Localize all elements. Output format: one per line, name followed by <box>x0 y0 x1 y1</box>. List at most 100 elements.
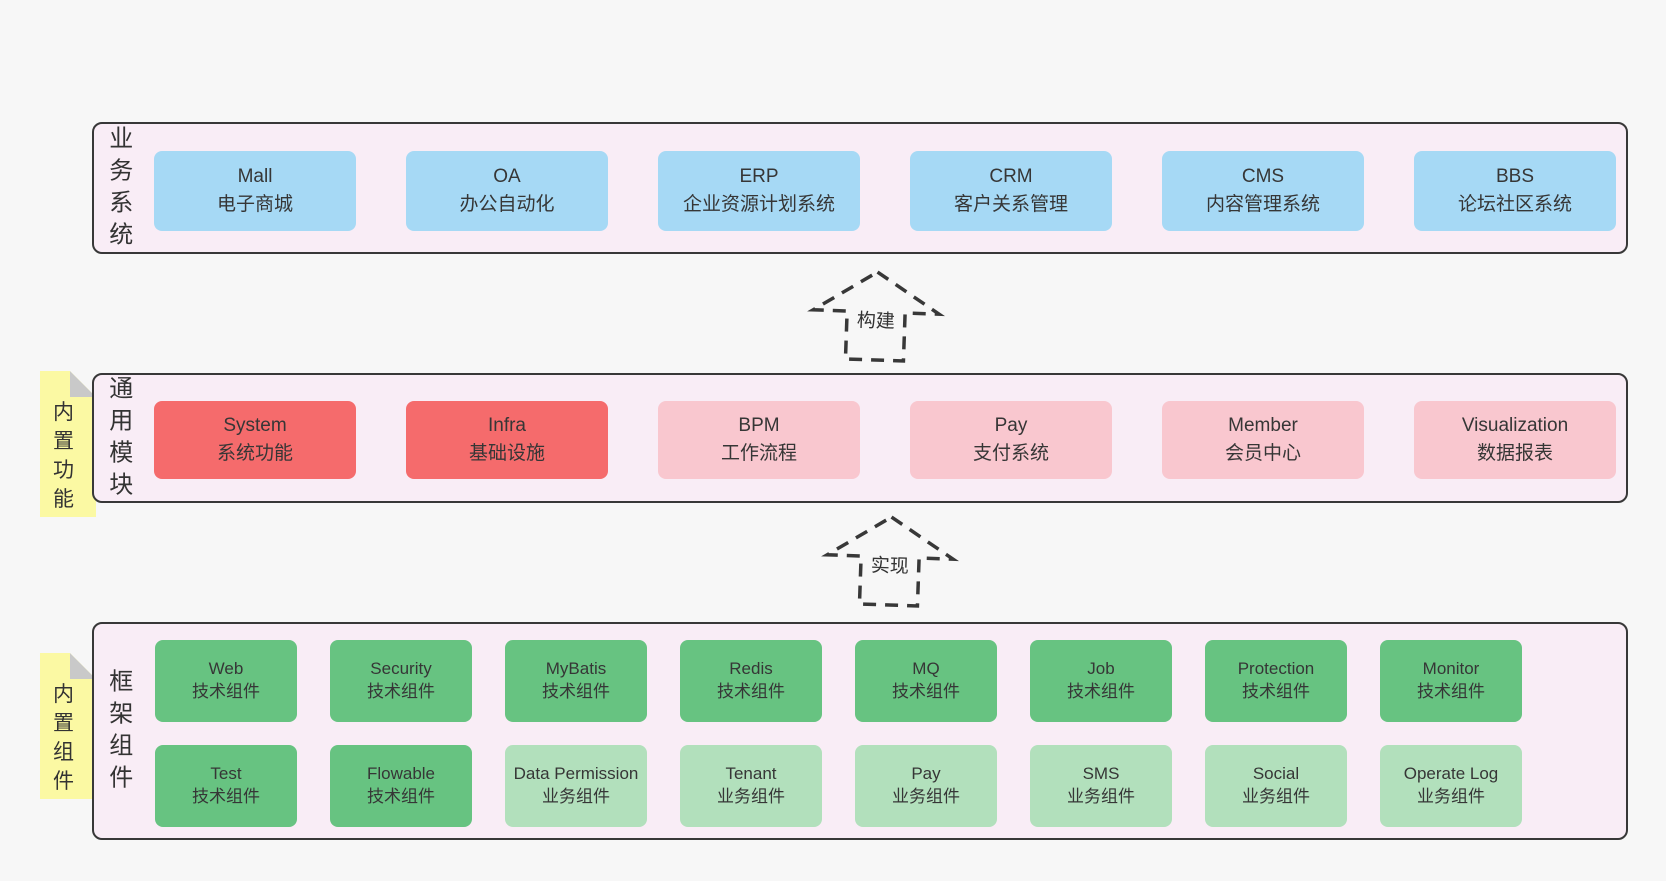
box-title: Web <box>208 659 244 679</box>
box-title: CRM <box>989 166 1033 188</box>
box-title: Social <box>1252 764 1300 784</box>
box-erp: ERP 企业资源计划系统 <box>658 151 860 231</box>
box-visualization: Visualization 数据报表 <box>1414 401 1616 479</box>
box-sms: SMS 业务组件 <box>1030 745 1172 827</box>
box-protection: Protection 技术组件 <box>1205 640 1347 722</box>
folded-corner-icon <box>70 371 96 397</box>
box-title: Monitor <box>1422 659 1480 679</box>
arrow-implement: 实现 <box>813 510 966 610</box>
box-mall: Mall 电子商城 <box>154 151 356 231</box>
box-title: Flowable <box>366 764 436 784</box>
sticky-label: 内置功能 <box>53 401 75 511</box>
box-redis: Redis 技术组件 <box>680 640 822 722</box>
box-flowable: Flowable 技术组件 <box>330 745 472 827</box>
box-subtitle: 技术组件 <box>367 682 435 701</box>
box-subtitle: 业务组件 <box>717 787 785 806</box>
box-subtitle: 数据报表 <box>1476 443 1553 464</box>
box-subtitle: 系统功能 <box>216 443 293 464</box>
box-title: Visualization <box>1461 415 1569 437</box>
box-web: Web 技术组件 <box>155 640 297 722</box>
box-subtitle: 业务组件 <box>892 787 960 806</box>
box-title: Operate Log <box>1403 764 1499 784</box>
box-title: Security <box>370 659 432 679</box>
box-subtitle: 工作流程 <box>720 443 797 464</box>
band-label: 业务系统 <box>109 125 134 250</box>
box-title: Data Permission <box>513 764 639 784</box>
box-title: Member <box>1228 415 1298 437</box>
box-operate-log: Operate Log 业务组件 <box>1380 745 1522 827</box>
folded-corner-icon <box>70 653 96 679</box>
band-label: 框架组件 <box>109 668 134 793</box>
box-title: Pay <box>911 764 941 784</box>
box-social: Social 业务组件 <box>1205 745 1347 827</box>
box-subtitle: 论坛社区系统 <box>1457 194 1572 215</box>
dashed-up-arrow-icon <box>821 514 960 608</box>
box-subtitle: 业务组件 <box>1417 787 1485 806</box>
box-title: MQ <box>912 659 940 679</box>
sticky-label: 内置组件 <box>53 683 75 793</box>
box-data-permission: Data Permission 业务组件 <box>505 745 647 827</box>
box-subtitle: 技术组件 <box>1067 682 1135 701</box>
box-subtitle: 技术组件 <box>717 682 785 701</box>
box-mybatis: MyBatis 技术组件 <box>505 640 647 722</box>
arrow-label: 实现 <box>866 548 914 581</box>
box-cms: CMS 内容管理系统 <box>1162 151 1364 231</box>
box-job: Job 技术组件 <box>1030 640 1172 722</box>
box-title: BBS <box>1495 166 1535 188</box>
box-subtitle: 会员中心 <box>1224 443 1301 464</box>
dashed-up-arrow-icon <box>807 269 946 363</box>
box-title: Tenant <box>725 764 777 784</box>
box-title: Protection <box>1237 659 1315 679</box>
box-infra: Infra 基础设施 <box>406 401 608 479</box>
band-common-modules: 通用模块 System 系统功能 Infra 基础设施 BPM 工作流程 Pay… <box>92 373 1628 503</box>
box-subtitle: 业务组件 <box>1067 787 1135 806</box>
box-subtitle: 技术组件 <box>367 787 435 806</box>
band-label: 通用模块 <box>109 375 134 500</box>
box-title: OA <box>493 166 521 188</box>
box-bpm: BPM 工作流程 <box>658 401 860 479</box>
box-title: Mall <box>237 166 273 188</box>
band-business-systems: 业务系统 Mall 电子商城 OA 办公自动化 ERP 企业资源计划系统 CRM… <box>92 122 1628 254</box>
box-title: Pay <box>994 415 1028 437</box>
box-title: ERP <box>739 166 779 188</box>
box-subtitle: 技术组件 <box>542 682 610 701</box>
box-title: CMS <box>1241 166 1285 188</box>
box-monitor: Monitor 技术组件 <box>1380 640 1522 722</box>
box-subtitle: 业务组件 <box>542 787 610 806</box>
band-framework-components: 框架组件 Web 技术组件 Security 技术组件 MyBatis 技术组件… <box>92 622 1628 840</box>
box-subtitle: 办公自动化 <box>459 194 555 215</box>
arrow-build: 构建 <box>799 265 952 365</box>
box-bbs: BBS 论坛社区系统 <box>1414 151 1616 231</box>
box-subtitle: 内容管理系统 <box>1205 194 1320 215</box>
box-title: MyBatis <box>545 659 607 679</box>
arrow-label: 构建 <box>852 303 900 336</box>
box-subtitle: 客户关系管理 <box>953 194 1068 215</box>
box-title: SMS <box>1082 764 1120 784</box>
box-crm: CRM 客户关系管理 <box>910 151 1112 231</box>
box-title: Test <box>210 764 242 784</box>
box-pay-component: Pay 业务组件 <box>855 745 997 827</box>
box-subtitle: 技术组件 <box>1417 682 1485 701</box>
box-title: Redis <box>729 659 773 679</box>
box-title: Infra <box>487 415 527 437</box>
sticky-note-builtin-features: 内置功能 <box>40 371 96 517</box>
box-subtitle: 技术组件 <box>192 682 260 701</box>
box-subtitle: 基础设施 <box>468 443 545 464</box>
box-subtitle: 支付系统 <box>972 443 1049 464</box>
box-tenant: Tenant 业务组件 <box>680 745 822 827</box>
box-member: Member 会员中心 <box>1162 401 1364 479</box>
box-title: BPM <box>738 415 780 437</box>
box-subtitle: 技术组件 <box>892 682 960 701</box>
box-security: Security 技术组件 <box>330 640 472 722</box>
box-mq: MQ 技术组件 <box>855 640 997 722</box>
box-pay-module: Pay 支付系统 <box>910 401 1112 479</box>
box-system: System 系统功能 <box>154 401 356 479</box>
box-title: Job <box>1087 659 1115 679</box>
sticky-note-builtin-components: 内置组件 <box>40 653 96 799</box>
box-subtitle: 技术组件 <box>192 787 260 806</box>
box-oa: OA 办公自动化 <box>406 151 608 231</box>
box-subtitle: 企业资源计划系统 <box>682 194 835 215</box>
box-subtitle: 业务组件 <box>1242 787 1310 806</box>
box-test: Test 技术组件 <box>155 745 297 827</box>
